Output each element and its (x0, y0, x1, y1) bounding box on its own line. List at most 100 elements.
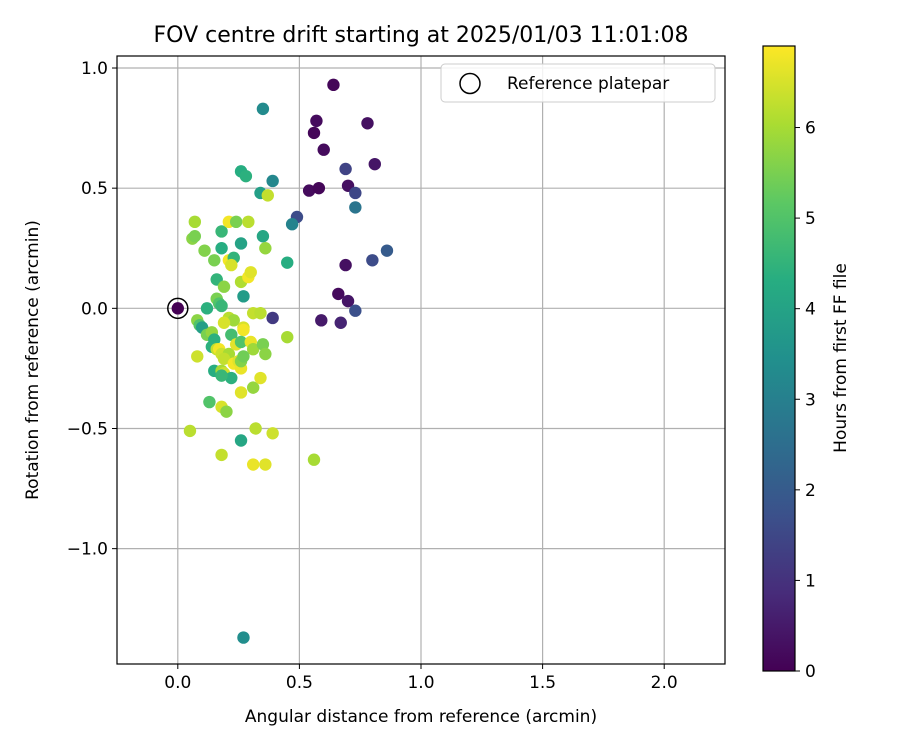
data-point (234, 386, 248, 399)
data-point (208, 254, 221, 267)
data-point (349, 186, 362, 200)
data-point (281, 330, 294, 344)
data-point (302, 184, 316, 197)
data-point (256, 230, 270, 243)
colorbar-gradient (762, 45, 796, 672)
data-point (237, 350, 250, 363)
data-point (246, 342, 260, 356)
data-point (237, 631, 250, 644)
colorbar-tick-label: 0 (805, 662, 816, 682)
y-tick-label: 0.0 (81, 299, 108, 319)
colorbar-tick-label: 6 (805, 119, 816, 139)
x-tick-label: 1.0 (407, 673, 434, 693)
data-point (327, 78, 340, 92)
data-point (259, 458, 272, 471)
data-point (317, 143, 330, 156)
data-point (215, 448, 228, 462)
data-point (281, 256, 294, 269)
reference-point-fill (171, 302, 184, 315)
x-tick-label: 0.5 (286, 673, 313, 693)
data-point (261, 189, 274, 202)
data-points (183, 78, 394, 644)
legend-box (440, 63, 716, 103)
data-point (256, 102, 270, 116)
data-point (237, 290, 250, 303)
data-point (215, 242, 228, 255)
data-point (188, 215, 202, 229)
data-point (368, 157, 381, 171)
y-tick-label: 1.0 (81, 59, 108, 79)
data-point (215, 225, 228, 238)
grid (117, 56, 725, 664)
data-point (225, 258, 238, 272)
data-point (215, 369, 228, 382)
data-point (191, 350, 204, 363)
data-point (246, 458, 260, 471)
data-point (183, 424, 197, 438)
data-point (266, 427, 279, 440)
data-point (349, 201, 362, 214)
data-point (234, 335, 248, 349)
data-point (307, 453, 321, 466)
colorbar-tick-label: 1 (805, 571, 816, 591)
colorbar: 0 1 2 3 4 5 6 Hours from first FF file (762, 45, 851, 682)
data-point (200, 302, 214, 315)
data-point (229, 215, 243, 229)
reference-marker-group (167, 297, 189, 320)
data-point (380, 244, 394, 257)
data-point (234, 237, 248, 250)
data-point (339, 162, 352, 176)
axes: 0.0 0.5 1.0 1.5 2.0 −1.0 −0.5 0.0 0.5 1.0 (67, 59, 678, 693)
colorbar-label: Hours from first FF file (831, 263, 851, 453)
x-tick-label: 2.0 (651, 673, 678, 693)
data-point (227, 314, 240, 327)
data-point (315, 314, 328, 327)
data-point (198, 244, 211, 257)
legend-marker-reference (459, 72, 481, 95)
legend: Reference platepar (440, 63, 716, 103)
colorbar-tick-label: 5 (805, 209, 816, 229)
x-tick-label: 1.5 (529, 673, 556, 693)
colorbar-tick-label: 2 (805, 481, 816, 501)
data-point (256, 338, 270, 351)
data-point (242, 215, 255, 229)
x-axis-label: Angular distance from reference (arcmin) (245, 707, 597, 727)
data-point (246, 381, 260, 394)
y-tick-label: 0.5 (81, 179, 108, 199)
data-point (225, 328, 238, 341)
y-tick-label: −0.5 (67, 419, 108, 439)
data-point (244, 266, 257, 279)
data-point (334, 316, 347, 329)
data-point (239, 169, 253, 183)
y-axis-label: Rotation from reference (arcmin) (23, 220, 43, 500)
colorbar-tick-label: 3 (805, 390, 816, 410)
data-point (249, 422, 262, 435)
data-point (225, 371, 238, 385)
data-point (254, 306, 267, 320)
data-point (366, 254, 379, 267)
data-point (307, 126, 321, 140)
data-point (266, 174, 279, 188)
data-point (220, 405, 233, 418)
chart-title: FOV centre drift starting at 2025/01/03 … (154, 23, 689, 48)
data-point (188, 230, 202, 243)
data-point (266, 311, 279, 325)
y-tick-label: −1.0 (67, 540, 108, 560)
data-point (349, 304, 362, 317)
data-point (254, 371, 267, 385)
data-point (341, 294, 355, 308)
data-point (339, 258, 352, 272)
data-point (259, 347, 272, 361)
data-point (203, 395, 216, 409)
data-point (332, 287, 345, 301)
x-tick-label: 0.0 (164, 673, 191, 693)
colorbar-ticks: 0 1 2 3 4 5 6 (795, 119, 816, 682)
data-point (217, 280, 231, 293)
data-point (310, 114, 323, 128)
reference-point-ring (167, 297, 189, 320)
data-point (285, 218, 299, 231)
data-point (259, 242, 272, 255)
data-point (215, 299, 228, 313)
